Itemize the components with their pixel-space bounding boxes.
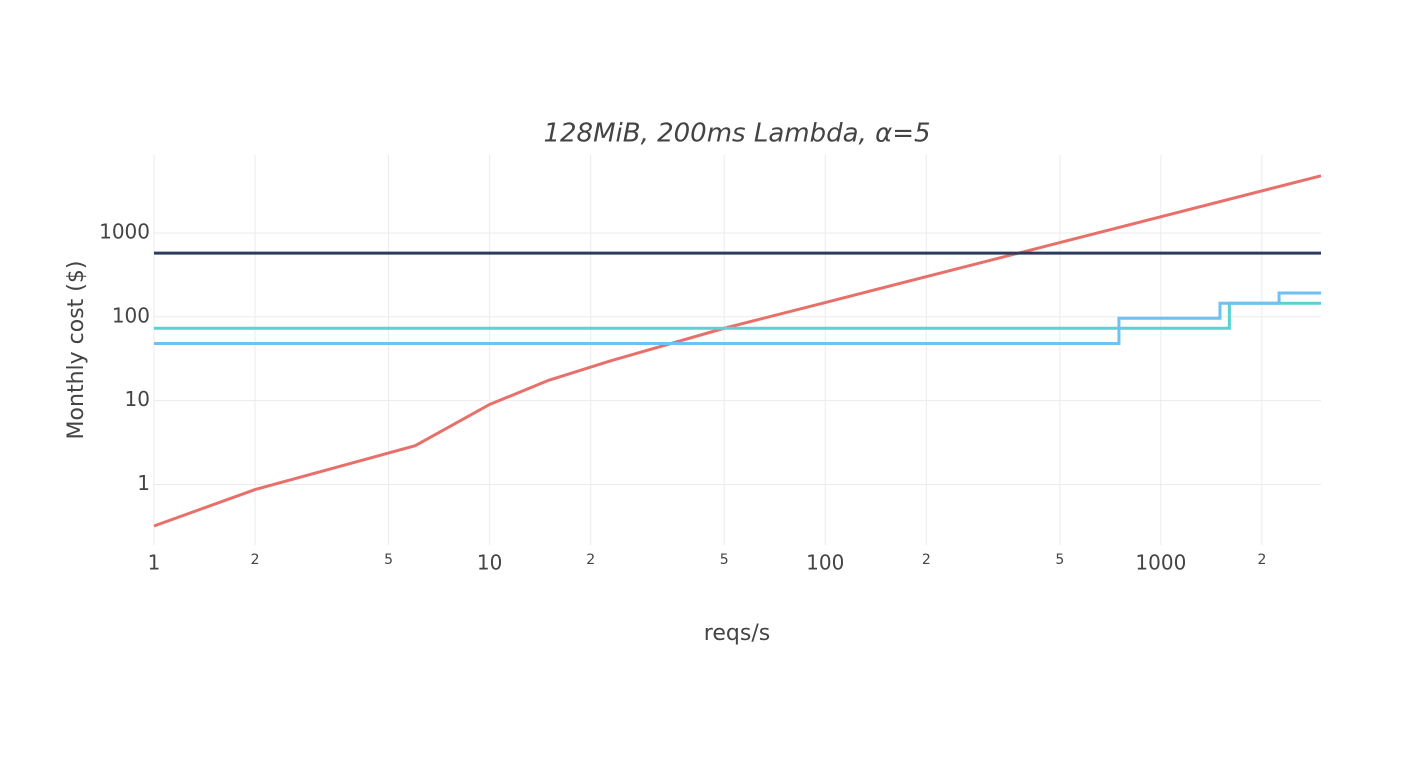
- x-tick-label: 2: [922, 552, 931, 568]
- y-tick-label: 10: [125, 387, 150, 411]
- y-tick-label: 1000: [99, 219, 150, 243]
- chart-title: 128MiB, 200ms Lambda, α=5: [543, 119, 930, 149]
- x-tick-label: 1000: [1135, 551, 1186, 575]
- x-tick-label: 5: [384, 552, 393, 568]
- y-tick-label: 100: [112, 303, 150, 327]
- x-axis-label: reqs/s: [704, 621, 770, 646]
- x-tick-label: 2: [1257, 552, 1266, 568]
- y-axis-label: Monthly cost ($): [64, 261, 89, 440]
- grid: [153, 155, 1321, 545]
- series-line: [154, 291, 1321, 346]
- x-tick-label: 100: [806, 551, 844, 575]
- x-tick-label: 5: [720, 552, 729, 568]
- x-tick-label: 10: [477, 551, 502, 575]
- y-tick-label: 1: [137, 471, 150, 495]
- x-tick-label: 5: [1055, 552, 1064, 568]
- x-tick-label: 2: [251, 552, 260, 568]
- x-tick-label: 1: [148, 551, 161, 575]
- x-tick-label: 2: [586, 552, 595, 568]
- series-line: [153, 174, 1322, 528]
